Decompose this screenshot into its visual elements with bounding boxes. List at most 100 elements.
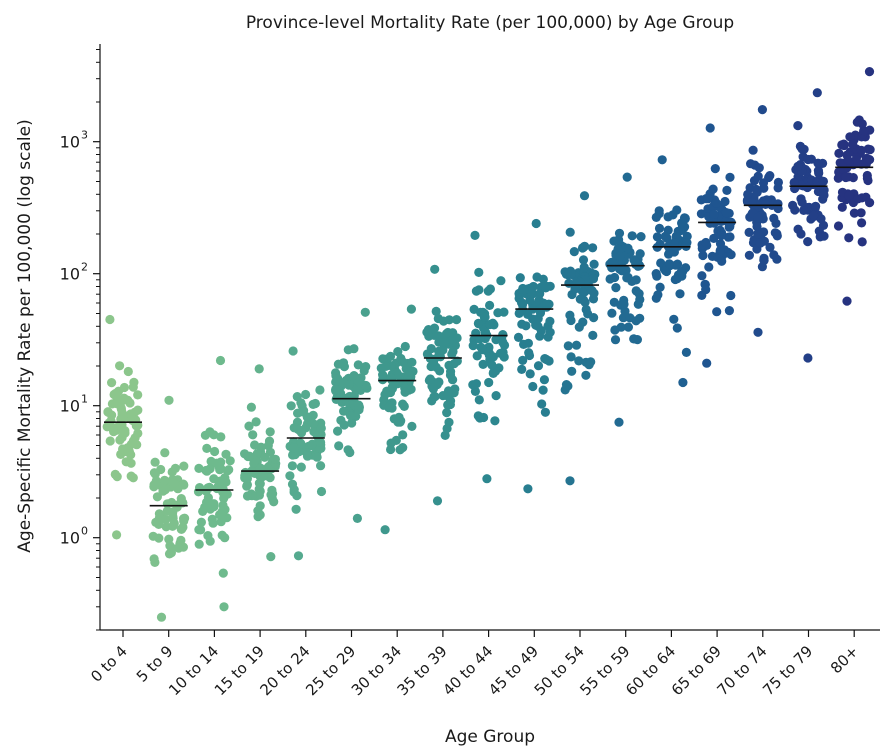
data-point (765, 171, 775, 181)
data-point (748, 145, 758, 155)
data-point (160, 475, 170, 485)
data-point (669, 247, 680, 257)
data-point (524, 350, 535, 361)
data-point (475, 334, 485, 344)
data-point (434, 331, 444, 341)
data-point (293, 551, 304, 561)
data-point (865, 155, 875, 165)
data-point (770, 228, 780, 238)
data-point (498, 337, 508, 348)
data-point (202, 466, 212, 476)
data-point (716, 230, 727, 241)
data-point (296, 439, 306, 449)
data-point (579, 191, 590, 201)
data-point (802, 182, 813, 193)
x-tick-label: 80+ (827, 642, 862, 677)
data-point (248, 430, 258, 440)
data-point (697, 271, 707, 281)
data-point (541, 283, 551, 293)
data-point (797, 197, 807, 207)
data-point (566, 352, 576, 362)
data-point (309, 427, 319, 437)
data-point (296, 462, 306, 472)
data-point (126, 409, 136, 419)
data-point (540, 407, 551, 417)
data-point (837, 202, 847, 212)
data-point (746, 159, 756, 169)
data-point (400, 341, 410, 352)
data-point (439, 338, 449, 348)
data-point (174, 543, 184, 553)
data-point (537, 399, 547, 409)
data-point (110, 469, 120, 479)
data-point (485, 300, 495, 310)
data-point (636, 232, 646, 242)
y-axis-label: Age-Specific Mortality Rate per 100,000 … (15, 119, 35, 552)
data-point (675, 226, 686, 236)
data-point (709, 233, 719, 243)
data-point (431, 306, 441, 316)
data-point (561, 380, 572, 390)
data-point (221, 449, 231, 459)
data-point (755, 238, 765, 248)
data-point (622, 273, 632, 283)
chart-title: Province-level Mortality Rate (per 100,0… (246, 13, 734, 33)
data-point (615, 251, 625, 261)
data-point (225, 456, 235, 466)
data-point (617, 266, 627, 276)
data-point (296, 428, 307, 438)
data-point (753, 229, 763, 239)
data-point (614, 417, 624, 427)
data-point (253, 506, 263, 516)
data-point (803, 154, 813, 165)
data-point (744, 227, 754, 237)
data-point (353, 360, 363, 370)
data-point (538, 385, 548, 395)
data-point (610, 325, 620, 335)
data-point (656, 258, 666, 268)
data-point (152, 492, 162, 502)
data-point (818, 176, 829, 186)
data-point (255, 486, 265, 496)
data-point (400, 387, 410, 397)
data-point (446, 396, 456, 406)
data-point (116, 403, 126, 413)
data-point (490, 416, 500, 426)
data-point (545, 327, 555, 337)
data-point (611, 283, 621, 293)
data-point (216, 509, 226, 519)
data-point (156, 612, 167, 622)
data-point (579, 262, 589, 272)
data-point (433, 313, 443, 324)
y-tick-label: 10 (60, 133, 80, 152)
data-point (586, 357, 596, 367)
data-point (346, 411, 356, 421)
data-point (533, 361, 544, 371)
y-tick-label: 10 (60, 397, 80, 416)
data-point (378, 375, 388, 385)
data-point (773, 177, 784, 187)
data-point (133, 405, 143, 415)
data-point (164, 395, 174, 405)
data-point (385, 351, 396, 361)
data-point (434, 377, 444, 387)
data-point (653, 290, 663, 300)
data-point (263, 463, 273, 473)
data-point (428, 384, 438, 394)
data-point (703, 194, 713, 204)
data-point (578, 255, 589, 265)
data-point (116, 449, 126, 459)
data-point (194, 463, 204, 473)
data-point (128, 473, 138, 483)
data-point (744, 250, 755, 260)
data-point (289, 443, 299, 453)
data-point (307, 439, 317, 449)
data-point (482, 474, 492, 484)
data-point (451, 315, 462, 325)
data-point (150, 457, 160, 467)
data-point (696, 195, 706, 205)
data-point (347, 418, 357, 428)
data-point (430, 264, 440, 274)
data-point (333, 359, 343, 369)
y-tick-label: 10 (60, 529, 80, 548)
